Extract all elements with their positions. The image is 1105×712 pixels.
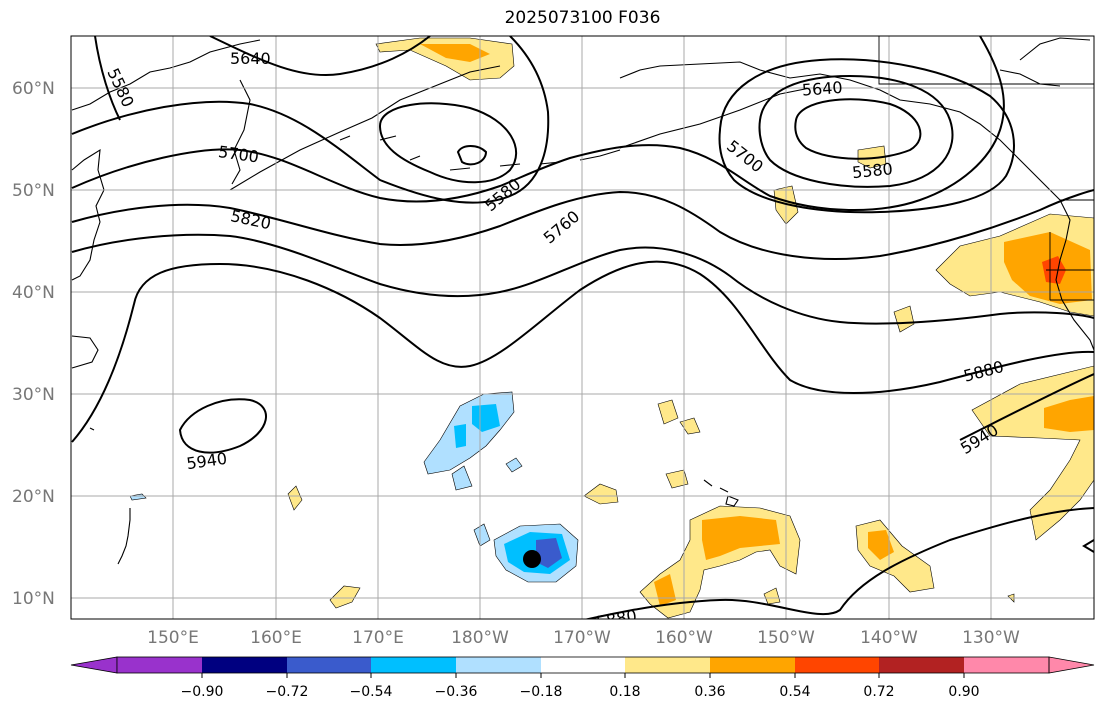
colorbar-segment [202,657,287,673]
lon-label: 170°E [352,628,404,648]
colorbar-frame [116,656,1050,674]
colorbar-segment [710,657,795,673]
colorbar-segment [879,657,964,673]
colorbar-segment [625,657,710,673]
colorbar-segment [456,657,541,673]
map-frame [70,35,1095,620]
coastlines [71,37,1094,565]
colorbar-tick-label: −0.72 [266,684,309,700]
contour-label: 5640 [801,78,843,100]
contour-label: 5640 [230,49,271,68]
colorbar-segment [795,657,880,673]
lon-label: 170°W [553,628,611,648]
height-contours [71,36,1094,619]
colorbar-tick-label: 0.18 [609,684,640,700]
colorbar-ticks [201,673,965,678]
colorbar-segment [541,657,626,673]
map-area: 5640 5580 5700 5820 5580 5760 5640 5700 … [71,36,1094,619]
colorbar-extend-max [1048,656,1095,674]
colorbar-tick-label: 0.54 [779,684,810,700]
lat-label: 60°N [12,79,55,99]
lon-label: 160°W [655,628,713,648]
plot-title: 2025073100 F036 [504,8,661,28]
graticule [71,36,1094,619]
lon-label: 150°W [757,628,815,648]
lat-label: 50°N [12,181,55,201]
lon-label: 150°E [147,628,199,648]
colorbar-tick-label: −0.54 [350,684,393,700]
colorbar: −0.90 −0.72 −0.54 −0.36 −0.18 0.18 0.36 … [70,656,1095,700]
lon-label: 140°W [860,628,918,648]
lon-label: 160°E [250,628,302,648]
lat-label: 40°N [12,283,55,303]
colorbar-segment [117,657,202,673]
lat-label: 20°N [12,487,55,507]
colorbar-extend-min [70,656,118,674]
contour-label: 5580 [851,159,893,182]
colorbar-tick-label: −0.36 [435,684,478,700]
colorbar-segment [964,657,1049,673]
storm-center-marker [523,550,541,568]
colorbar-tick-label: −0.90 [181,684,224,700]
lat-label: 30°N [12,385,55,405]
colorbar-tick-label: −0.18 [520,684,563,700]
longitude-labels: 150°E 160°E 170°E 180°W 170°W 160°W 150°… [147,628,1020,648]
colorbar-tick-label: 0.90 [948,684,979,700]
colorbar-tick-label: 0.36 [694,684,725,700]
colorbar-labels: −0.90 −0.72 −0.54 −0.36 −0.18 0.18 0.36 … [181,684,980,700]
borders [878,36,1094,301]
colorbar-tick-label: 0.72 [863,684,894,700]
lon-label: 130°W [962,628,1020,648]
lon-label: 180°W [451,628,509,648]
lat-label: 10°N [12,589,55,609]
latitude-labels: 60°N 50°N 40°N 30°N 20°N 10°N [12,79,55,609]
colorbar-segment [371,657,456,673]
colorbar-segment [287,657,372,673]
